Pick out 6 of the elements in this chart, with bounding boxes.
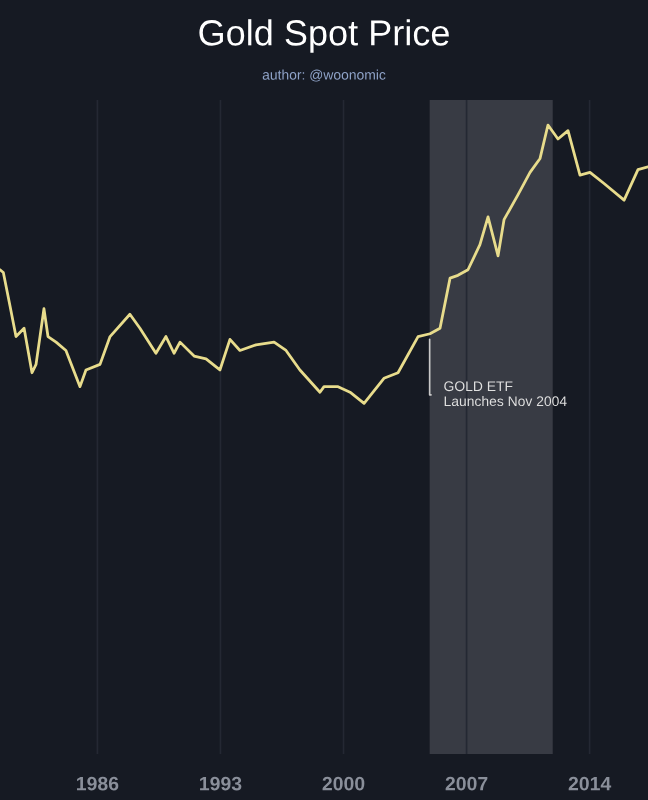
x-tick-label: 1993: [200, 776, 242, 791]
x-tick-label: 2007: [445, 776, 488, 791]
chart-title: Gold Spot Price: [199, 19, 449, 53]
x-tick-label: 2014: [568, 776, 612, 791]
x-tick-label: 2000: [322, 776, 365, 791]
x-tick-label: 1986: [76, 776, 119, 791]
